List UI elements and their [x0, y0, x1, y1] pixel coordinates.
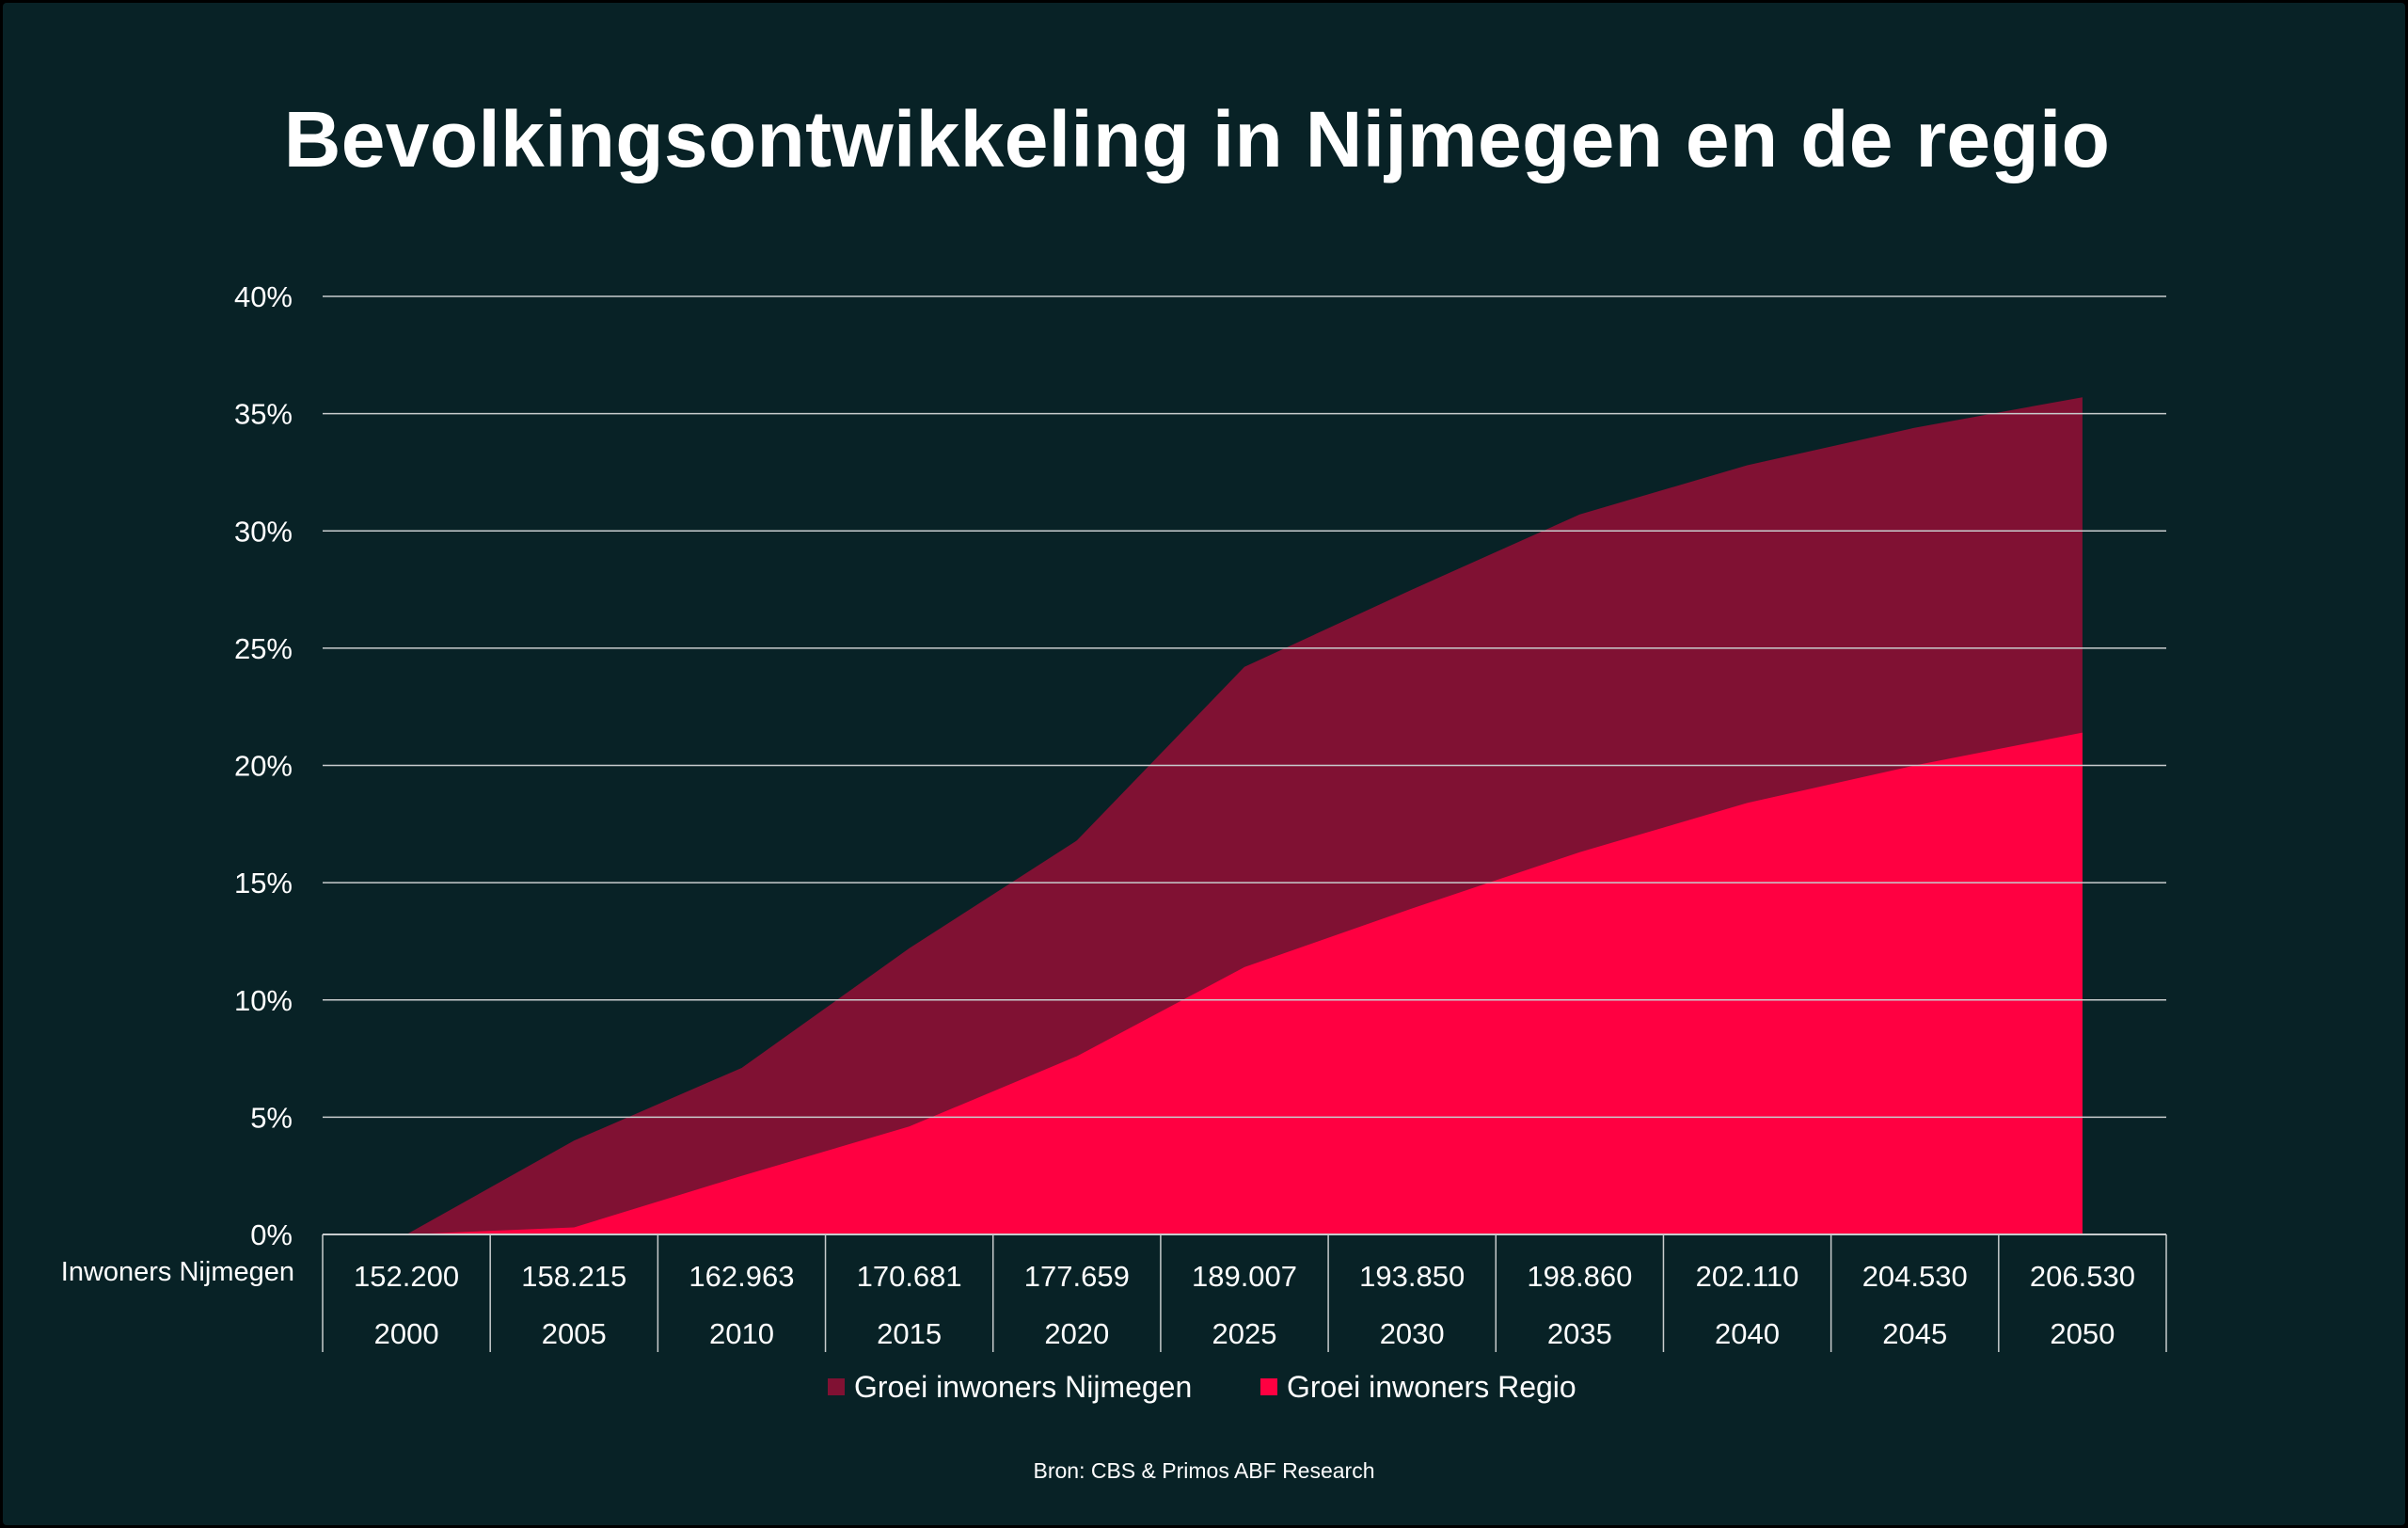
table-value: 189.007 — [1192, 1260, 1297, 1293]
y-tick-label: 15% — [234, 867, 293, 899]
y-tick-label: 25% — [234, 632, 293, 665]
table-value: 193.850 — [1359, 1260, 1465, 1293]
y-tick-label: 0% — [250, 1218, 293, 1251]
table-row-label: Inwoners Nijmegen — [61, 1257, 294, 1287]
table-value: 158.215 — [521, 1260, 626, 1293]
legend: Groei inwoners Nijmegen Groei inwoners Re… — [828, 1370, 1576, 1404]
y-tick-label: 30% — [234, 515, 293, 548]
area-groei-inwoners-regio — [406, 732, 2083, 1234]
x-tick-label: 2030 — [1380, 1317, 1445, 1350]
legend-swatch-groei-inwoners-nijmegen — [828, 1378, 845, 1395]
x-tick-label: 2050 — [2050, 1317, 2115, 1350]
x-tick-label: 2045 — [1882, 1317, 1947, 1350]
chart-title: Bevolkingsontwikkeling in Nijmegen en de… — [283, 95, 2111, 183]
legend-swatch-groei-inwoners-regio — [1260, 1378, 1277, 1395]
y-tick-label: 40% — [234, 280, 293, 313]
x-tick-label: 2000 — [374, 1317, 439, 1350]
area-series-layer — [406, 397, 2083, 1234]
gridlines — [323, 295, 2166, 1235]
y-tick-label: 20% — [234, 750, 293, 783]
legend-label: Groei inwoners Nijmegen — [854, 1370, 1192, 1404]
x-tick-label: 2015 — [877, 1317, 942, 1350]
table-value: 202.110 — [1696, 1260, 1799, 1293]
x-tick-label: 2020 — [1044, 1317, 1109, 1350]
y-tick-label: 10% — [234, 984, 293, 1017]
x-axis-table: Inwoners Nijmegen 152.200 158.215 162.963 17… — [61, 1234, 2167, 1352]
table-value: 152.200 — [354, 1260, 459, 1293]
x-tick-label: 2035 — [1547, 1317, 1612, 1350]
y-tick-label: 5% — [250, 1101, 293, 1134]
y-axis-ticks: 0% 5% 10% 15% 20% 25% 30% 35% 40% — [234, 280, 293, 1251]
table-value: 170.681 — [857, 1260, 962, 1293]
x-tick-label: 2025 — [1212, 1317, 1277, 1350]
table-value: 206.530 — [2030, 1260, 2135, 1293]
x-tick-label: 2040 — [1715, 1317, 1780, 1350]
table-value: 204.530 — [1862, 1260, 1968, 1293]
x-tick-label: 2010 — [709, 1317, 774, 1350]
table-value: 162.963 — [689, 1260, 794, 1293]
table-value: 198.860 — [1527, 1260, 1632, 1293]
y-tick-label: 35% — [234, 398, 293, 431]
legend-label: Groei inwoners Regio — [1287, 1370, 1576, 1404]
source-note: Bron: CBS & Primos ABF Research — [1033, 1458, 1375, 1483]
table-value: 177.659 — [1024, 1260, 1130, 1293]
x-tick-label: 2005 — [542, 1317, 607, 1350]
